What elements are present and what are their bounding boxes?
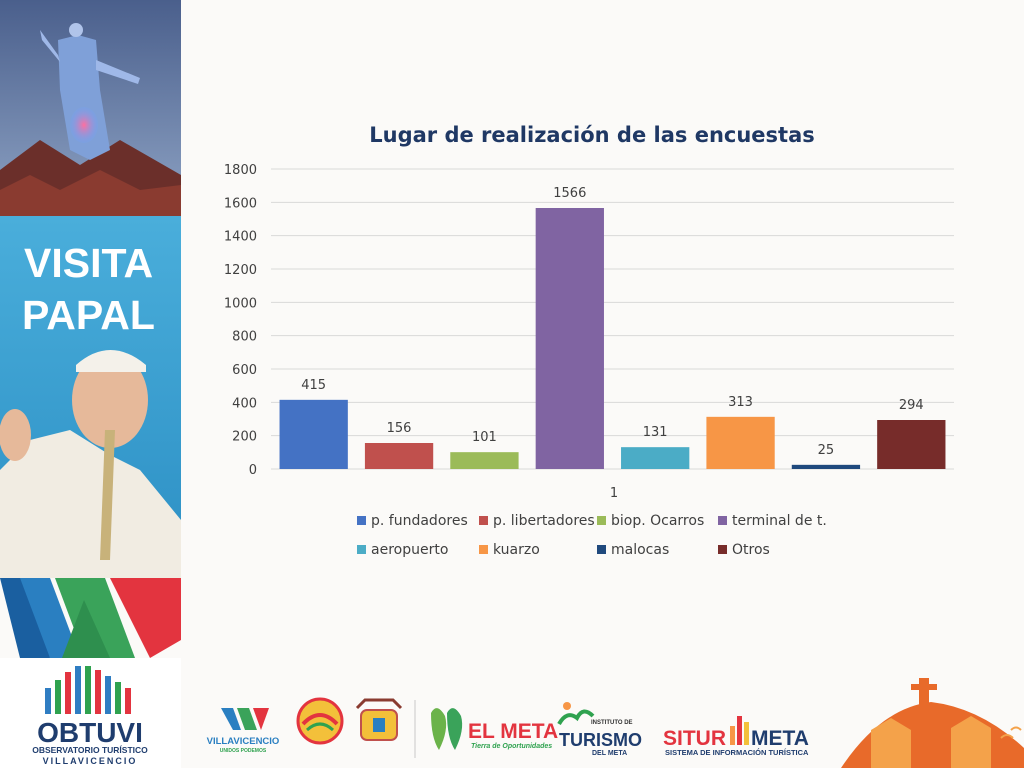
- situr-text: SITUR: [663, 727, 726, 750]
- legend-swatch: [597, 545, 606, 554]
- y-tick-label: 200: [232, 430, 257, 445]
- turismo-top-text: INSTITUTO DE: [591, 720, 633, 726]
- y-tick-label: 0: [249, 463, 257, 478]
- legend-swatch: [357, 516, 366, 525]
- obtuvi-logo-bars: [45, 666, 131, 714]
- obtuvi-name: OBTUVI: [37, 717, 143, 748]
- bars: [279, 208, 946, 469]
- legend-swatch: [597, 516, 606, 525]
- el-meta-logo: EL META Tierra de Oportunidades: [431, 708, 558, 750]
- y-tick-label: 1200: [224, 263, 257, 278]
- obtuvi-subtitle-2: VILLAVICENCIO: [43, 756, 138, 766]
- bar-biop-ocarros: [450, 452, 519, 469]
- el-meta-text: EL META: [468, 720, 558, 743]
- department-coat-of-arms: [355, 698, 403, 741]
- legend-label: p. libertadores: [493, 513, 595, 529]
- legend-label: kuarzo: [493, 542, 540, 558]
- y-tick-label: 1600: [224, 196, 257, 211]
- villavicencio-instituto-emblem: [296, 697, 344, 745]
- legend-label: terminal de t.: [732, 513, 827, 529]
- bar-terminal-de-t-: [535, 208, 604, 469]
- chart-title: Lugar de realización de las encuestas: [369, 123, 815, 147]
- el-meta-tag: Tierra de Oportunidades: [471, 743, 552, 750]
- obtuvi-subtitle-1: OBSERVATORIO TURÍSTICO: [32, 745, 148, 755]
- y-axis-ticks: 0 200 400 600 800 1000 1200 1400 1600 1800: [224, 163, 257, 478]
- y-tick-label: 400: [232, 396, 257, 411]
- villavicencio-logo: VILLAVICENCIO UNIDOS PODEMOS: [207, 708, 280, 754]
- legend-label: malocas: [611, 542, 669, 558]
- y-tick-label: 600: [232, 363, 257, 378]
- situr-meta-text: META: [751, 727, 809, 750]
- gridlines: [271, 168, 954, 470]
- villavicencio-tag: UNIDOS PODEMOS: [220, 748, 267, 754]
- data-label: 1566: [553, 186, 586, 201]
- bar-kuarzo: [706, 416, 775, 469]
- data-label: 101: [472, 430, 497, 445]
- y-tick-label: 1800: [224, 163, 257, 178]
- pope-photo: [0, 430, 181, 578]
- y-tick-label: 800: [232, 330, 257, 345]
- y-tick-label: 1400: [224, 230, 257, 245]
- legend-swatch: [718, 545, 727, 554]
- sidebar-graphic: VISITA PAPAL OBTUVI OBSERVATORIO TURÍSTI…: [0, 0, 181, 768]
- footer-logos: VILLAVICENCIO UNIDOS PODEMOS EL META Tie…: [207, 678, 1024, 768]
- legend-label: p. fundadores: [371, 513, 468, 529]
- legend-swatch: [479, 516, 488, 525]
- x-category-label: 1: [610, 486, 618, 501]
- situr-tag: SISTEMA DE INFORMACIÓN TURÍSTICA: [665, 748, 809, 757]
- legend-swatch: [357, 545, 366, 554]
- bar-chart: Lugar de realización de las encuestas 0 2…: [224, 123, 954, 558]
- legend-swatch: [718, 516, 727, 525]
- church-illustration: [841, 678, 1024, 768]
- legend-label: Otros: [732, 542, 770, 558]
- legend-label: biop. Ocarros: [611, 513, 704, 529]
- legend-label: aeropuerto: [371, 542, 448, 558]
- instituto-turismo-logo: INSTITUTO DE TURISMO DEL META: [557, 702, 642, 757]
- bar-malocas: [791, 464, 861, 469]
- legend-swatch: [479, 545, 488, 554]
- bar-aeropuerto: [621, 447, 690, 469]
- sidebar-title-line2: PAPAL: [22, 292, 155, 338]
- data-label: 313: [728, 395, 753, 410]
- turismo-bottom-text: DEL META: [592, 750, 627, 757]
- sidebar-title-line1: VISITA: [24, 240, 153, 286]
- sidebar: VISITA PAPAL OBTUVI OBSERVATORIO TURÍSTI…: [0, 0, 181, 768]
- y-tick-label: 1000: [224, 296, 257, 311]
- legend: p. fundadores p. libertadores biop. Ocarro…: [357, 513, 827, 558]
- data-label: 131: [643, 425, 668, 440]
- villavicencio-text: VILLAVICENCIO: [207, 736, 280, 747]
- bar-otros: [877, 420, 946, 469]
- situr-meta-logo: SITUR META SISTEMA DE INFORMACIÓN TURÍST…: [663, 716, 809, 757]
- turismo-text: TURISMO: [559, 730, 642, 750]
- bar-p-libertadores: [364, 443, 434, 469]
- bar-p-fundadores: [279, 399, 348, 469]
- data-label: 25: [818, 443, 835, 458]
- data-label: 156: [387, 421, 412, 436]
- data-labels: 415 156 101 1566 131 313 25 294: [301, 186, 923, 458]
- data-label: 294: [899, 398, 924, 413]
- data-label: 415: [301, 378, 326, 393]
